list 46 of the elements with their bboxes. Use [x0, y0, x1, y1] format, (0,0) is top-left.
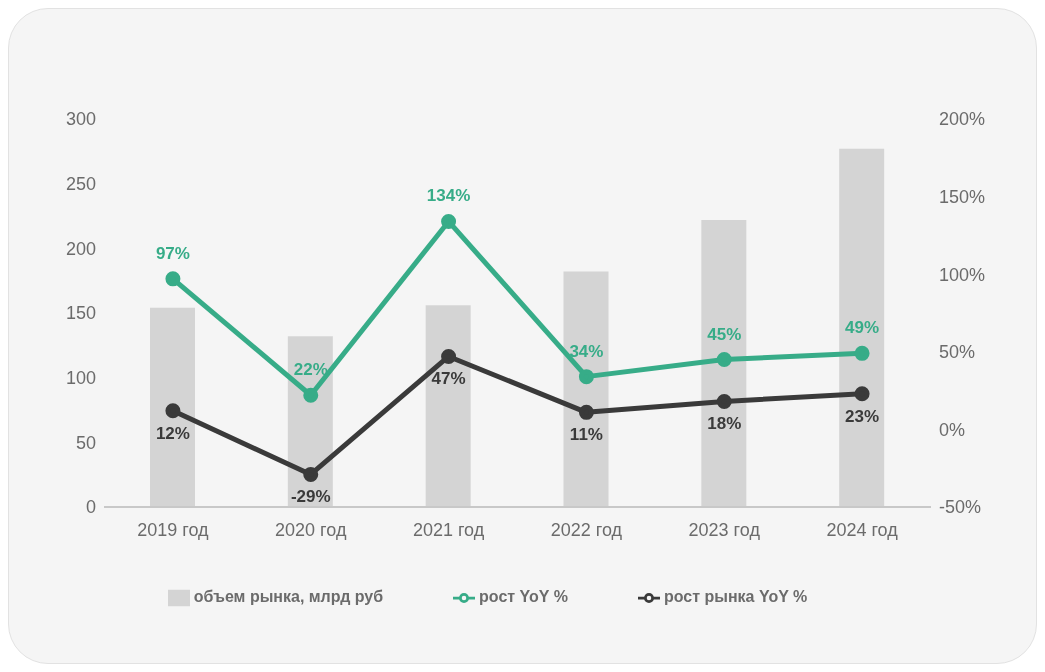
data-label: 49% — [845, 318, 880, 338]
x-tick-label: 2020 год — [275, 519, 347, 540]
x-tick-label: 2023 год — [688, 519, 761, 540]
x-tick-label: 2024 год — [826, 519, 899, 540]
y2-tick-label: 50% — [939, 342, 976, 363]
y-tick-label: 0 — [85, 497, 96, 518]
point — [303, 466, 319, 482]
data-label: 23% — [845, 406, 880, 426]
data-label: 18% — [707, 414, 742, 434]
point — [854, 345, 870, 361]
y2-tick-label: 0% — [939, 419, 966, 440]
y-tick-label: 100 — [65, 368, 96, 389]
data-label: 47% — [431, 369, 466, 389]
y-tick-label: 300 — [65, 109, 96, 130]
point — [716, 393, 732, 409]
data-label: 45% — [707, 324, 742, 344]
legend-label: рост YoY % — [479, 588, 568, 606]
x-tick-label: 2021 год — [412, 519, 485, 540]
y-tick-label: 250 — [65, 174, 96, 195]
point — [716, 352, 732, 368]
data-label: -29% — [290, 487, 331, 507]
point — [441, 213, 457, 229]
legend-label: рост рынка YoY % — [663, 588, 808, 606]
y2-tick-label: 100% — [939, 264, 986, 285]
point — [165, 271, 181, 287]
point — [578, 404, 594, 420]
y2-tick-label: -50% — [939, 497, 982, 518]
data-label: 22% — [293, 360, 328, 380]
y-tick-label: 50 — [75, 432, 96, 453]
point — [578, 369, 594, 385]
y2-tick-label: 200% — [939, 109, 986, 130]
point — [441, 348, 457, 364]
x-tick-label: 2019 год — [137, 519, 210, 540]
data-label: 134% — [426, 186, 471, 206]
point — [165, 403, 181, 419]
legend-label: объем рынка, млрд руб — [193, 588, 384, 606]
y2-tick-label: 150% — [939, 186, 986, 207]
y-tick-label: 200 — [65, 238, 96, 259]
point — [303, 387, 319, 403]
y-tick-label: 150 — [65, 303, 96, 324]
data-label: 34% — [569, 341, 604, 361]
point — [854, 386, 870, 402]
x-tick-label: 2022 год — [550, 519, 623, 540]
data-label: 97% — [155, 243, 190, 263]
data-label: 11% — [569, 425, 603, 445]
data-label: 12% — [155, 423, 190, 443]
